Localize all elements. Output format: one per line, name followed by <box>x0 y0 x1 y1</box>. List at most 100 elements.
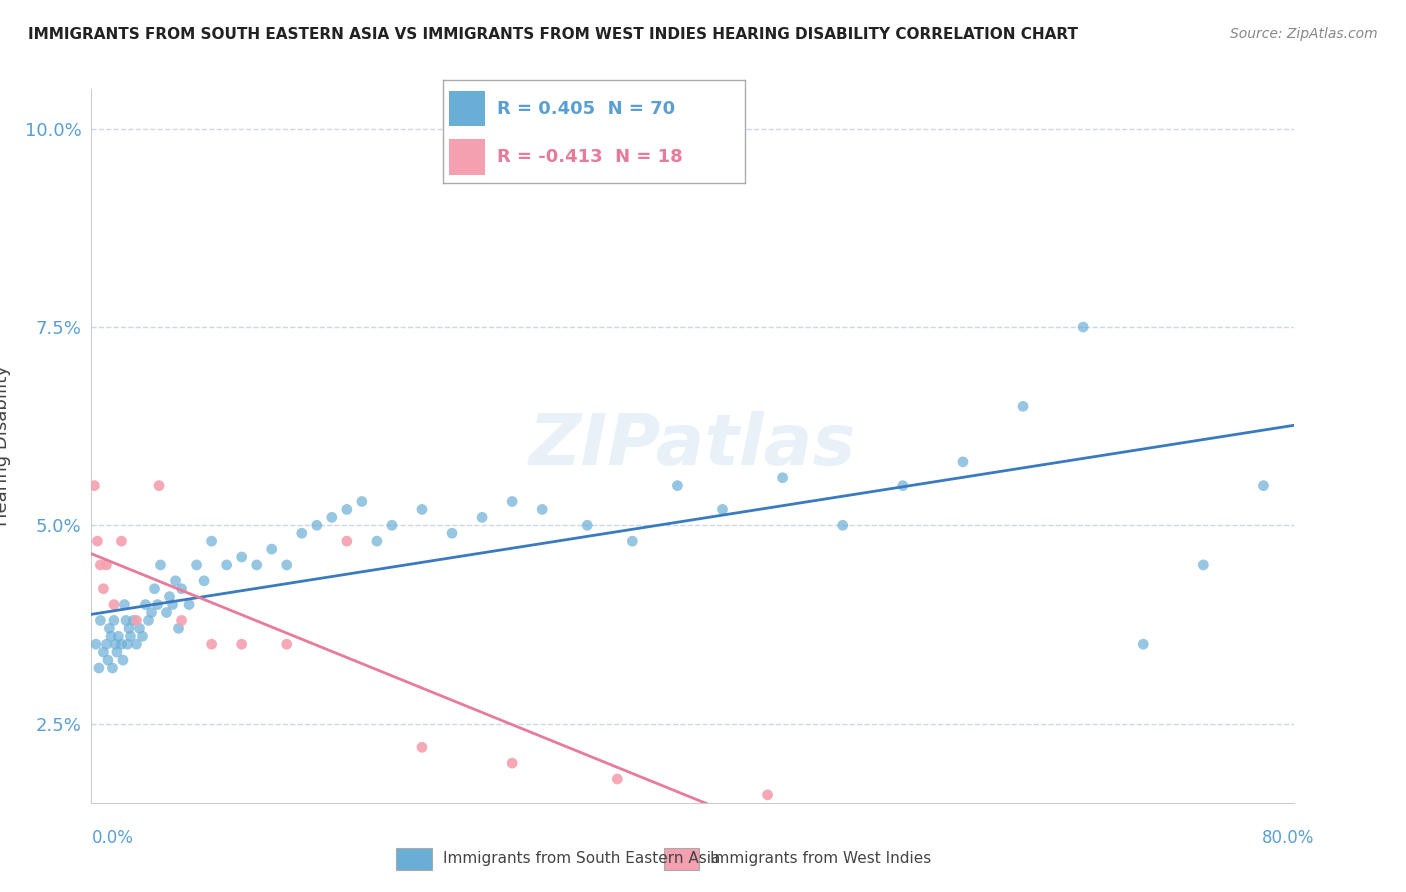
FancyBboxPatch shape <box>396 848 432 871</box>
Point <box>576 518 599 533</box>
Point <box>1253 478 1275 492</box>
Point <box>711 502 734 516</box>
FancyBboxPatch shape <box>449 139 485 175</box>
Point <box>165 574 187 588</box>
Point <box>83 478 105 492</box>
Point <box>87 661 110 675</box>
Point <box>1071 320 1094 334</box>
Point <box>305 518 328 533</box>
Point <box>128 621 150 635</box>
Point <box>1192 558 1215 572</box>
Point <box>97 653 120 667</box>
Point <box>93 582 115 596</box>
Point <box>336 502 359 516</box>
Point <box>441 526 464 541</box>
Point <box>100 629 122 643</box>
Point <box>141 606 163 620</box>
Point <box>231 549 253 564</box>
Text: 0.0%: 0.0% <box>91 829 134 847</box>
Point <box>120 629 142 643</box>
Point <box>146 598 169 612</box>
Point <box>110 534 132 549</box>
Point <box>155 606 177 620</box>
Point <box>84 637 107 651</box>
Y-axis label: Hearing Disability: Hearing Disability <box>0 366 11 526</box>
Point <box>193 574 215 588</box>
Point <box>170 614 193 628</box>
Point <box>96 637 118 651</box>
Point <box>148 478 170 492</box>
Point <box>531 502 554 516</box>
Point <box>201 534 224 549</box>
Point <box>93 645 115 659</box>
Point <box>101 661 124 675</box>
Point <box>89 558 111 572</box>
Point <box>125 637 148 651</box>
Point <box>501 756 523 771</box>
Point <box>131 629 153 643</box>
Point <box>260 542 283 557</box>
Point <box>103 598 125 612</box>
Point <box>143 582 166 596</box>
Point <box>621 534 644 549</box>
Point <box>167 621 190 635</box>
Point <box>276 558 298 572</box>
Point <box>170 582 193 596</box>
Point <box>162 598 184 612</box>
FancyBboxPatch shape <box>664 848 699 871</box>
Point <box>231 637 253 651</box>
Point <box>606 772 628 786</box>
Point <box>107 629 129 643</box>
Point <box>117 637 139 651</box>
Point <box>201 637 224 651</box>
Text: R = 0.405  N = 70: R = 0.405 N = 70 <box>498 100 675 118</box>
Point <box>125 614 148 628</box>
Point <box>350 494 373 508</box>
Point <box>756 788 779 802</box>
Point <box>149 558 172 572</box>
Point <box>215 558 238 572</box>
Point <box>891 478 914 492</box>
Point <box>122 614 145 628</box>
Point <box>952 455 974 469</box>
Point <box>159 590 181 604</box>
Point <box>98 621 121 635</box>
Text: IMMIGRANTS FROM SOUTH EASTERN ASIA VS IMMIGRANTS FROM WEST INDIES HEARING DISABI: IMMIGRANTS FROM SOUTH EASTERN ASIA VS IM… <box>28 27 1078 42</box>
Point <box>86 534 108 549</box>
Point <box>321 510 343 524</box>
Point <box>89 614 111 628</box>
Point <box>366 534 388 549</box>
Point <box>336 534 359 549</box>
Point <box>115 614 138 628</box>
Text: R = -0.413  N = 18: R = -0.413 N = 18 <box>498 148 683 166</box>
FancyBboxPatch shape <box>449 91 485 127</box>
Point <box>118 621 141 635</box>
Text: Immigrants from South Eastern Asia: Immigrants from South Eastern Asia <box>443 851 720 866</box>
Point <box>501 494 523 508</box>
Point <box>96 558 118 572</box>
Point <box>666 478 689 492</box>
Text: ZIPatlas: ZIPatlas <box>529 411 856 481</box>
Point <box>246 558 269 572</box>
Point <box>471 510 494 524</box>
Point <box>1012 400 1035 414</box>
Point <box>134 598 156 612</box>
Point <box>381 518 404 533</box>
Text: 80.0%: 80.0% <box>1263 829 1315 847</box>
Point <box>1132 637 1154 651</box>
Point <box>138 614 160 628</box>
Point <box>103 614 125 628</box>
Text: Immigrants from West Indies: Immigrants from West Indies <box>710 851 931 866</box>
Point <box>186 558 208 572</box>
Point <box>276 637 298 651</box>
Point <box>411 502 433 516</box>
Point <box>114 598 136 612</box>
Point <box>177 598 200 612</box>
Point <box>111 653 134 667</box>
Point <box>831 518 853 533</box>
Text: Source: ZipAtlas.com: Source: ZipAtlas.com <box>1230 27 1378 41</box>
Point <box>291 526 314 541</box>
Point <box>110 637 132 651</box>
Point <box>105 645 128 659</box>
Point <box>772 471 794 485</box>
